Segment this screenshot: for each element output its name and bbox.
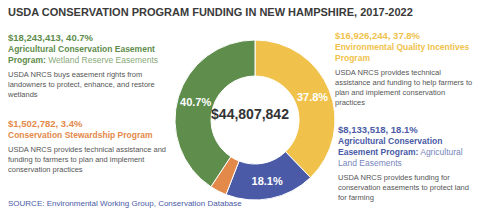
- html-text:$8,133,518, 18.1%: $8,133,518, 18.1%: [338, 124, 418, 135]
- html-text:$16,926,244, 37.8%: $16,926,244, 37.8%: [335, 30, 420, 41]
- svg-text:18.1%: 18.1%: [252, 175, 283, 187]
- html-text:USDA NRCS buys easement rights: USDA NRCS buys easement rights from land…: [8, 70, 155, 99]
- html-text:USDA NRCS provides technical a: USDA NRCS provides technical assistance …: [8, 145, 166, 174]
- html-text:$44,807,842: $44,807,842: [211, 106, 289, 122]
- html-text:USDA NRCS provides funding for: USDA NRCS provides funding for conservat…: [338, 173, 469, 202]
- html-text:Agricultural Conservation Ease: Agricultural Conservation Easement Progr…: [338, 136, 463, 168]
- html-text:Conservation Stewardship Progr: Conservation Stewardship Program: [8, 130, 153, 140]
- html-text:USDA NRCS provides technical a: USDA NRCS provides technical assistance …: [335, 68, 473, 107]
- html-text:$1,502,782, 3.4%: $1,502,782, 3.4%: [8, 118, 83, 129]
- html-text:$18,243,413, 40.7%: $18,243,413, 40.7%: [8, 32, 93, 43]
- svg-text:40.7%: 40.7%: [180, 96, 211, 108]
- html-text:USDA CONSERVATION PROGRAM FUND: USDA CONSERVATION PROGRAM FUNDING IN NEW…: [8, 6, 413, 18]
- html-text:Agricultural Conservation Ease: Agricultural Conservation Easement Progr…: [8, 44, 159, 65]
- svg-text:37.8%: 37.8%: [297, 91, 328, 103]
- html-text:SOURCE: Environmental Working: SOURCE: Environmental Working Group, Con…: [8, 199, 242, 208]
- html-text:Environmental Quality Incentiv: Environmental Quality Incentives Program: [335, 42, 470, 63]
